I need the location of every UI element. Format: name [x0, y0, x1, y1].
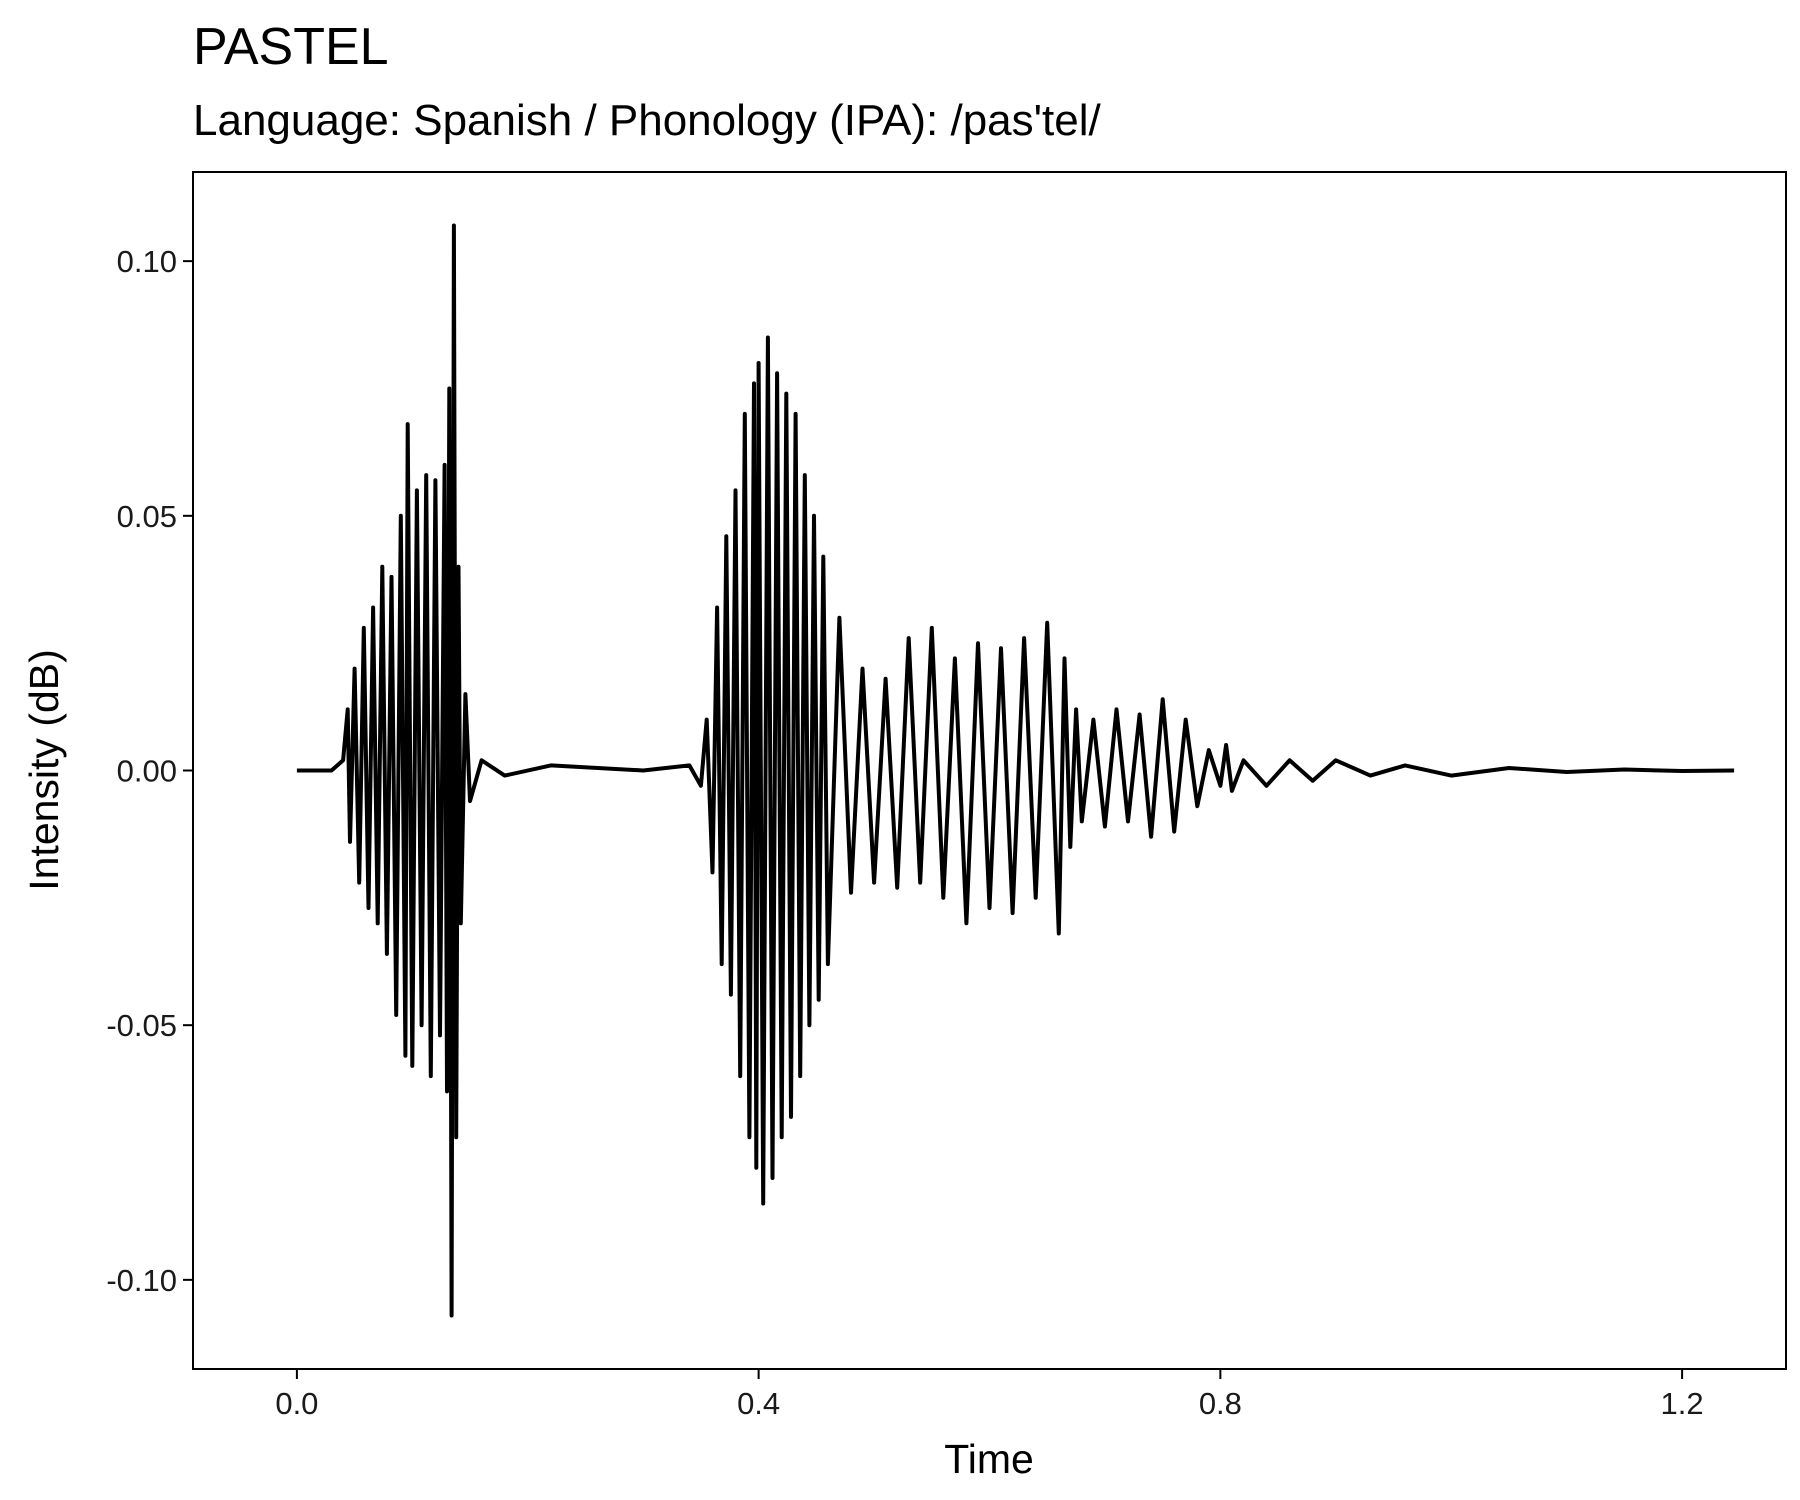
x-axis: 0.0 0.4 0.8 1.2 [275, 1369, 1704, 1421]
chart-title: PASTEL [193, 18, 389, 76]
x-tick-label: 0.4 [737, 1386, 780, 1421]
x-tick-label: 1.2 [1661, 1386, 1704, 1421]
waveform-series [296, 223, 1735, 1318]
y-axis: -0.10 -0.05 0.00 0.05 0.10 [106, 244, 193, 1298]
y-tick-label: -0.10 [106, 1263, 177, 1298]
y-axis-title: Intensity (dB) [21, 649, 67, 891]
y-tick-label: 0.10 [117, 244, 177, 279]
x-axis-title: Time [944, 1436, 1034, 1482]
x-tick-label: 0.8 [1199, 1386, 1242, 1421]
x-tick-label: 0.0 [275, 1386, 318, 1421]
y-tick-label: 0.00 [117, 754, 177, 789]
y-tick-label: -0.05 [106, 1008, 177, 1043]
waveform-line-0 [296, 223, 1735, 1318]
y-tick-label: 0.05 [117, 499, 177, 534]
chart-subtitle: Language: Spanish / Phonology (IPA): /pa… [193, 96, 1102, 145]
